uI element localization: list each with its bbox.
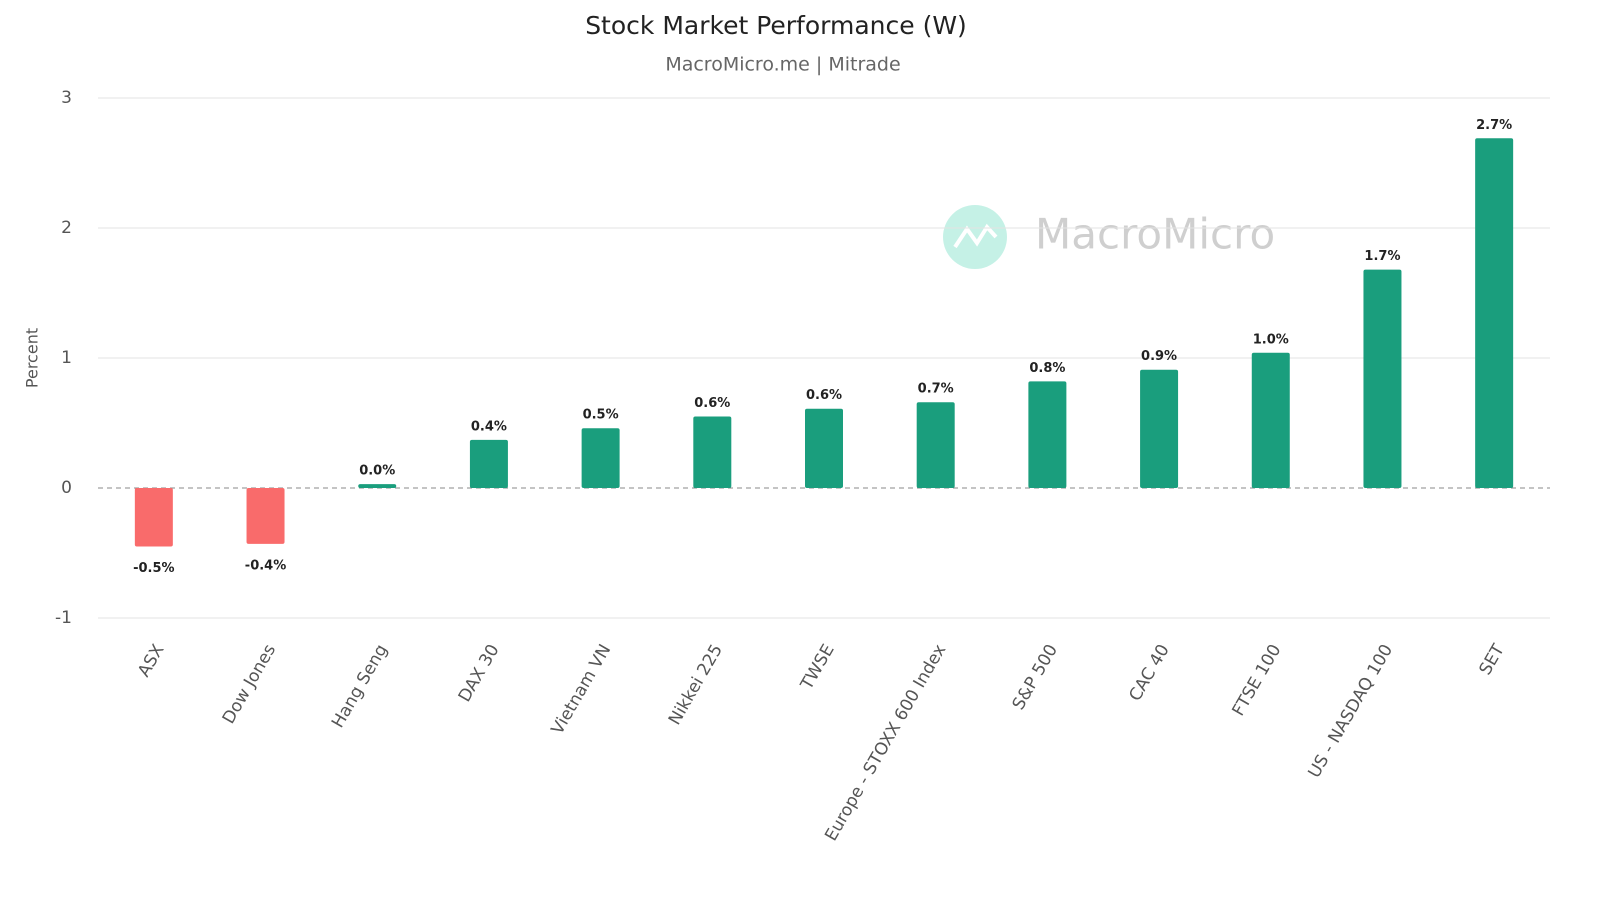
data-label: 0.9% [1141, 349, 1177, 364]
data-label: 0.7% [918, 382, 954, 397]
bar [805, 408, 843, 488]
watermark-text: MacroMicro [1035, 210, 1275, 259]
x-tick-label: TWSE [796, 641, 838, 694]
data-label: -0.4% [245, 558, 286, 573]
x-tick-label: Nikkei 225 [665, 641, 727, 729]
y-tick-label: -1 [55, 608, 72, 628]
bar [693, 416, 732, 488]
bar [1028, 381, 1067, 488]
x-tick-label: US - NASDAQ 100 [1304, 641, 1397, 781]
y-tick-label: 3 [61, 88, 72, 108]
data-label: 0.6% [806, 388, 842, 403]
bar [1251, 352, 1290, 488]
x-tick-label: S&P 500 [1009, 641, 1062, 713]
x-tick-label: Europe - STOXX 600 Index [821, 641, 950, 845]
bar [916, 402, 955, 488]
data-label: 0.8% [1029, 361, 1065, 376]
y-axis-title: Percent [23, 328, 42, 388]
data-label: 1.0% [1253, 332, 1289, 347]
bar [581, 428, 620, 488]
x-tick-label: Hang Seng [328, 641, 392, 732]
bar [1475, 138, 1514, 489]
bar [134, 488, 173, 547]
x-tick-label: DAX 30 [455, 641, 504, 706]
y-tick-label: 1 [61, 348, 72, 368]
data-label: -0.5% [133, 561, 174, 576]
data-label: 2.7% [1476, 118, 1512, 133]
watermark-logo [943, 205, 1007, 269]
y-tick-label: 2 [61, 218, 72, 238]
x-tick-label: ASX [134, 641, 169, 681]
y-tick-label: 0 [61, 478, 72, 498]
x-tick-label: FTSE 100 [1228, 641, 1285, 720]
data-label: 0.0% [359, 464, 395, 479]
data-label: 0.6% [694, 396, 730, 411]
bar [1363, 269, 1402, 488]
data-label: 1.7% [1364, 249, 1400, 264]
x-tick-label: Vietnam VN [548, 641, 616, 738]
bar [246, 488, 285, 544]
x-tick-label: Dow Jones [219, 641, 281, 728]
bar [1140, 369, 1179, 488]
chart-title: Stock Market Performance (W) [585, 11, 967, 40]
x-tick-label: CAC 40 [1125, 641, 1173, 705]
x-tick-label: SET [1476, 640, 1510, 678]
data-label: 0.5% [583, 408, 619, 423]
chart-subtitle: MacroMicro.me | Mitrade [665, 54, 900, 76]
bar [358, 484, 397, 488]
data-label: 0.4% [471, 419, 507, 434]
bar [469, 439, 508, 488]
watermark-icon-line [953, 223, 998, 249]
